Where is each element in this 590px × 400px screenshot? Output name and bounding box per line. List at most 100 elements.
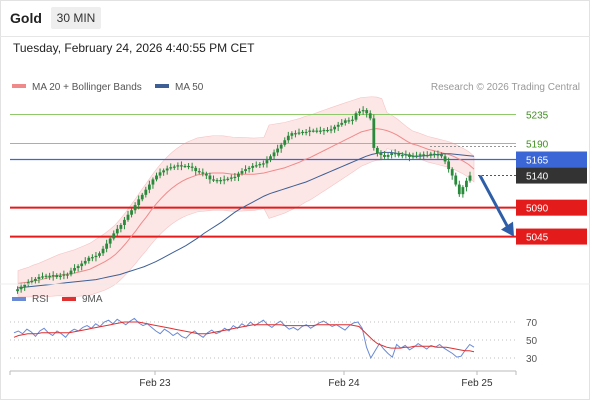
candle-body: [454, 175, 458, 185]
candle-body: [112, 233, 116, 239]
candle-body: [315, 130, 319, 132]
candle-body: [237, 173, 240, 177]
candle-body: [123, 219, 126, 226]
candle-body: [147, 184, 151, 190]
pivot-label-5165: 5165: [526, 156, 549, 167]
legend-ma50-label: MA 50: [175, 82, 204, 93]
candle-body: [240, 171, 244, 174]
candle-body: [290, 133, 294, 136]
candle-body: [94, 255, 98, 258]
candle-body: [44, 275, 48, 277]
bollinger-band-area: [17, 96, 475, 298]
candle-body: [26, 282, 30, 285]
x-tick-label: Feb 25: [461, 378, 493, 389]
candle-body: [450, 169, 454, 176]
ma20-line: [17, 128, 475, 284]
candle-body: [354, 113, 358, 120]
rsi-level-label-70: 70: [526, 318, 538, 329]
candle-body: [16, 289, 19, 292]
support-label-5045: 5045: [526, 233, 549, 244]
candle-body: [137, 199, 141, 206]
candle-body: [23, 284, 27, 287]
candle-body: [340, 122, 344, 125]
candle-body: [215, 180, 219, 182]
candle-body: [286, 135, 290, 141]
candle-body: [197, 171, 201, 173]
candle-body: [440, 154, 443, 157]
candle-body: [208, 175, 212, 180]
candle-body: [219, 180, 223, 182]
candlesticks: [16, 106, 472, 294]
credit-text: Research © 2026 Trading Central: [431, 82, 580, 93]
candle-body: [183, 165, 187, 168]
candle-body: [190, 166, 194, 168]
candle-body: [411, 155, 415, 157]
candle-body: [76, 266, 80, 269]
candle-body: [126, 214, 130, 220]
candle-body: [304, 131, 308, 134]
x-tick-label: Feb 23: [139, 378, 171, 389]
timestamp: Tuesday, February 24, 2026 4:40:55 PM CE…: [13, 41, 255, 55]
candle-body: [87, 257, 91, 261]
candle-body: [347, 120, 351, 122]
candle-body: [251, 165, 255, 168]
resistance-label-5235: 5235: [526, 111, 549, 122]
rsi-ma-line: [13, 321, 475, 353]
candle-body: [233, 176, 237, 179]
legend-rsi-label: RSI: [32, 294, 49, 305]
x-tick-label: Feb 24: [328, 378, 360, 389]
current-price-label: 5140: [526, 172, 549, 183]
candle-body: [66, 274, 69, 276]
rsi-line: [13, 317, 475, 360]
candle-body: [201, 172, 205, 174]
candle-body: [294, 133, 297, 135]
candle-body: [261, 163, 265, 165]
candle-body: [368, 113, 372, 119]
candle-body: [468, 175, 472, 181]
legend-rsi-swatch: [12, 297, 26, 301]
resistance-label-5190: 5190: [526, 139, 549, 150]
candle-body: [90, 257, 94, 259]
candle-body: [155, 175, 158, 180]
candle-body: [297, 132, 301, 134]
candle-body: [144, 189, 148, 195]
timeframe-button[interactable]: 30 MIN: [51, 7, 101, 29]
candle-body: [30, 280, 34, 283]
candle-body: [98, 253, 101, 256]
support-label-5090: 5090: [526, 204, 549, 215]
candle-body: [415, 155, 418, 157]
candle-body: [172, 166, 176, 168]
candle-body: [226, 178, 230, 180]
candle-body: [311, 130, 315, 132]
candle-body: [429, 153, 433, 156]
candle-body: [322, 129, 326, 132]
rsi-lines: [13, 317, 475, 360]
candle-body: [308, 130, 312, 132]
instrument-title: Gold: [10, 10, 42, 26]
candle-body: [393, 153, 397, 155]
candle-body: [333, 126, 337, 130]
candle-body: [276, 148, 280, 153]
support-label-box-5045: [516, 228, 587, 245]
candle-body: [101, 248, 105, 254]
candle-body: [19, 286, 23, 290]
candle-body: [358, 111, 361, 114]
x-axis-ticks: Feb 23 Feb 24 Feb 25: [9, 371, 517, 389]
candle-body: [37, 277, 41, 279]
candle-body: [115, 228, 119, 234]
candle-body: [222, 179, 226, 181]
candle-body: [272, 152, 276, 157]
candle-body: [326, 129, 329, 132]
candle-body: [443, 156, 447, 162]
candle-body: [383, 155, 386, 157]
candle-body: [48, 275, 52, 277]
candle-body: [51, 275, 55, 277]
candle-body: [283, 140, 287, 145]
candle-body: [372, 118, 376, 148]
candle-body: [73, 268, 76, 271]
candle-body: [365, 110, 369, 114]
candle-body: [465, 180, 468, 188]
candle-body: [119, 225, 123, 229]
candle-body: [390, 153, 394, 156]
